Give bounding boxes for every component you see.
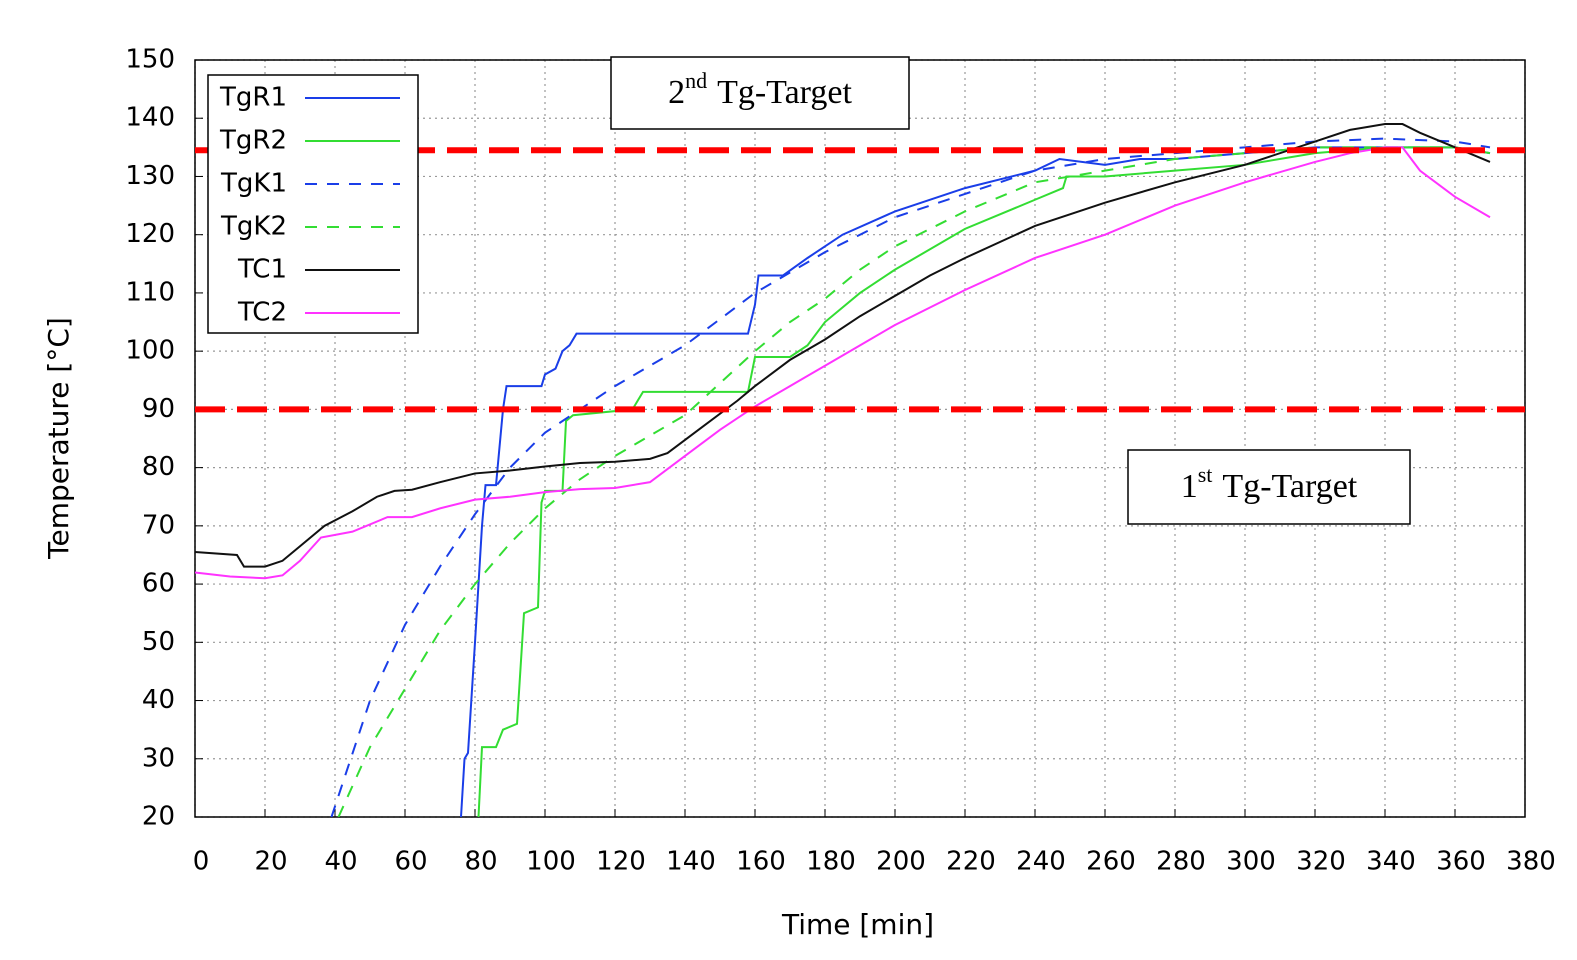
x-tick-label: 40 [324, 847, 357, 877]
legend-label: TC2 [237, 298, 287, 328]
annotation: 1st Tg-Target [1181, 462, 1358, 505]
y-tick-label: 50 [142, 627, 175, 657]
annotation-number: 1 [1181, 468, 1198, 505]
annotation-suffix: nd [685, 68, 707, 93]
y-tick-label: 80 [142, 452, 175, 482]
x-tick-label: 120 [596, 847, 646, 877]
legend-box [207, 74, 419, 334]
x-tick-label: 0 [193, 847, 210, 877]
y-tick-label: 150 [125, 45, 175, 75]
y-tick-label: 70 [142, 510, 175, 540]
series-line [460, 146, 1491, 817]
y-tick-label: 130 [125, 161, 175, 191]
x-tick-label: 340 [1366, 847, 1416, 877]
legend-label: TC1 [237, 255, 287, 285]
x-tick-label: 260 [1086, 847, 1136, 877]
x-tick-label: 80 [464, 847, 497, 877]
x-tick-label: 320 [1296, 847, 1346, 877]
y-tick-label: 60 [142, 569, 175, 599]
x-axis-label: Time [min] [781, 908, 934, 941]
x-tick-label: 360 [1436, 847, 1486, 877]
series-line [477, 146, 1491, 817]
series-line [330, 137, 1491, 817]
x-tick-label: 180 [806, 847, 856, 877]
y-tick-label: 40 [142, 685, 175, 715]
x-tick-label: 220 [946, 847, 996, 877]
legend-label: TgK1 [220, 169, 287, 199]
series-line [195, 146, 1491, 580]
x-tick-label: 380 [1506, 847, 1556, 877]
x-tick-label: 60 [394, 847, 427, 877]
x-tick-label: 100 [526, 847, 576, 877]
y-tick-label: 120 [125, 219, 175, 249]
y-tick-label: 100 [125, 336, 175, 366]
y-tick-label: 30 [142, 743, 175, 773]
annotation-box [1127, 449, 1411, 525]
y-tick-label: 140 [125, 103, 175, 133]
x-tick-label: 20 [254, 847, 287, 877]
annotation-suffix: st [1198, 462, 1213, 487]
legend-label: TgR2 [219, 126, 287, 156]
x-tick-label: 140 [666, 847, 716, 877]
y-tick-label: 90 [142, 394, 175, 424]
legend-label: TgR1 [219, 83, 287, 113]
x-tick-label: 280 [1156, 847, 1206, 877]
y-axis-label: Temperature [°C] [42, 317, 75, 560]
annotation-text: Tg-Target [717, 74, 852, 111]
y-tick-label: 110 [125, 277, 175, 307]
x-tick-label: 300 [1226, 847, 1276, 877]
y-tick-label: 20 [142, 802, 175, 832]
annotation-number: 2 [668, 74, 685, 111]
legend-label: TgK2 [220, 212, 287, 242]
annotation-box [610, 56, 910, 130]
x-tick-label: 200 [876, 847, 926, 877]
annotation-text: Tg-Target [1222, 468, 1357, 505]
x-tick-label: 240 [1016, 847, 1066, 877]
annotation: 2nd Tg-Target [668, 68, 852, 111]
x-tick-label: 160 [736, 847, 786, 877]
